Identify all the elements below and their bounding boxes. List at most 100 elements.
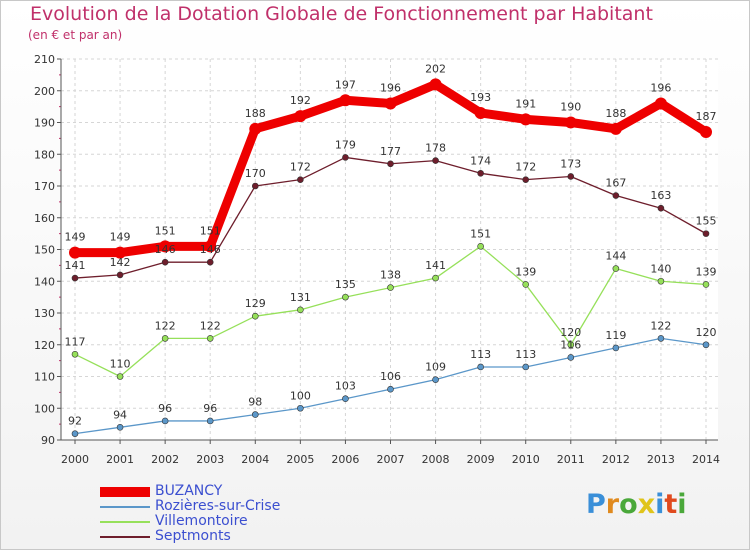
logo-letter: r xyxy=(605,489,620,520)
data-label-rozieres: 94 xyxy=(113,408,127,421)
y-tick-label: 100 xyxy=(34,402,55,415)
data-label-rozieres: 100 xyxy=(290,389,311,402)
data-point-rozieres xyxy=(432,376,439,383)
data-label-rozieres: 109 xyxy=(425,361,446,374)
data-label-villemontoire: 122 xyxy=(155,319,176,332)
data-label-septmonts: 170 xyxy=(245,167,266,180)
data-point-septmonts xyxy=(342,154,349,161)
data-label-rozieres: 120 xyxy=(696,326,717,339)
legend-swatch-septmonts xyxy=(100,535,150,538)
data-label-rozieres: 122 xyxy=(650,319,671,332)
data-point-buzancy xyxy=(700,126,712,139)
y-tick-label: 170 xyxy=(34,180,55,193)
x-tick-label: 2009 xyxy=(467,453,495,466)
data-label-buzancy: 196 xyxy=(380,81,401,94)
data-point-septmonts xyxy=(251,182,259,190)
data-point-rozieres xyxy=(297,404,304,412)
data-point-septmonts xyxy=(567,173,575,180)
data-point-septmonts xyxy=(612,192,620,199)
x-tick-label: 2006 xyxy=(331,453,359,466)
data-point-villemontoire xyxy=(477,243,484,250)
data-label-buzancy: 196 xyxy=(650,81,671,94)
data-label-rozieres: 119 xyxy=(605,329,626,342)
data-label-buzancy: 197 xyxy=(335,78,356,91)
data-label-buzancy: 151 xyxy=(200,224,221,237)
data-point-rozieres xyxy=(612,344,620,352)
data-point-buzancy xyxy=(114,246,127,259)
data-point-rozieres xyxy=(522,363,530,371)
legend-item-septmonts: Septmonts xyxy=(100,529,280,544)
data-point-rozieres xyxy=(477,363,484,371)
data-label-villemontoire: 151 xyxy=(470,227,491,240)
legend-item-villemontoire: Villemontoire xyxy=(100,514,280,529)
x-tick-label: 2010 xyxy=(512,453,540,466)
y-tick-label: 130 xyxy=(34,307,55,320)
data-point-buzancy xyxy=(564,116,577,129)
data-label-rozieres: 98 xyxy=(248,396,262,409)
data-label-villemontoire: 139 xyxy=(515,265,536,278)
data-point-villemontoire xyxy=(71,350,79,358)
data-label-villemontoire: 117 xyxy=(65,335,86,348)
x-tick-label: 2001 xyxy=(106,453,134,466)
data-label-rozieres: 106 xyxy=(380,370,401,383)
x-tick-label: 2005 xyxy=(286,453,314,466)
data-point-septmonts xyxy=(387,160,394,168)
data-label-buzancy: 149 xyxy=(110,231,131,244)
chart-title: Evolution de la Dotation Globale de Fonc… xyxy=(30,3,653,25)
data-label-buzancy: 191 xyxy=(515,97,536,110)
data-point-septmonts xyxy=(116,271,124,279)
data-point-septmonts xyxy=(206,258,214,266)
data-point-villemontoire xyxy=(342,293,349,301)
data-point-septmonts xyxy=(702,230,710,237)
x-tick-label: 2013 xyxy=(647,453,675,466)
legend-label-villemontoire: Villemontoire xyxy=(155,513,248,529)
data-point-villemontoire xyxy=(161,335,169,342)
data-label-buzancy: 149 xyxy=(65,231,86,244)
data-label-villemontoire: 131 xyxy=(290,291,311,304)
data-point-rozieres xyxy=(206,417,214,425)
data-label-buzancy: 202 xyxy=(425,62,446,75)
data-point-villemontoire xyxy=(567,341,575,349)
data-point-villemontoire xyxy=(206,335,214,342)
data-point-villemontoire xyxy=(116,373,124,380)
data-point-buzancy xyxy=(249,122,262,135)
y-tick-label: 140 xyxy=(34,275,55,288)
data-label-rozieres: 96 xyxy=(203,402,217,415)
data-label-septmonts: 142 xyxy=(110,256,131,269)
data-label-septmonts: 172 xyxy=(290,161,311,174)
data-point-villemontoire xyxy=(251,312,259,320)
logo-letter: o xyxy=(619,489,638,520)
logo-letter: t xyxy=(664,489,678,520)
data-label-buzancy: 192 xyxy=(290,94,311,107)
data-point-villemontoire xyxy=(432,274,439,282)
data-label-septmonts: 146 xyxy=(200,243,221,256)
data-point-rozieres xyxy=(71,430,79,437)
y-tick-label: 150 xyxy=(34,244,55,257)
data-point-buzancy xyxy=(339,94,352,107)
data-point-villemontoire xyxy=(612,265,620,272)
data-label-septmonts: 172 xyxy=(515,161,536,174)
y-tick-label: 120 xyxy=(34,339,55,352)
data-point-rozieres xyxy=(567,354,575,361)
data-label-rozieres: 116 xyxy=(560,338,581,351)
data-label-buzancy: 193 xyxy=(470,91,491,104)
x-tick-label: 2003 xyxy=(196,453,224,466)
logo-letter: x xyxy=(637,489,656,520)
data-label-septmonts: 178 xyxy=(425,142,446,155)
data-label-buzancy: 151 xyxy=(155,224,176,237)
data-label-septmonts: 141 xyxy=(65,259,86,272)
data-label-septmonts: 167 xyxy=(605,177,626,190)
y-tick-label: 160 xyxy=(34,212,55,225)
legend-item-buzancy: BUZANCY xyxy=(100,484,280,499)
legend-label-buzancy: BUZANCY xyxy=(155,483,223,499)
y-tick-label: 190 xyxy=(34,117,55,130)
data-point-septmonts xyxy=(522,176,530,183)
data-label-septmonts: 146 xyxy=(155,243,176,256)
data-label-villemontoire: 140 xyxy=(650,262,671,275)
data-label-rozieres: 103 xyxy=(335,380,356,393)
data-label-septmonts: 155 xyxy=(696,215,717,228)
chart-subtitle: (en € et par an) xyxy=(28,28,123,42)
data-point-buzancy xyxy=(609,122,622,135)
logo-letter: i xyxy=(677,489,687,520)
